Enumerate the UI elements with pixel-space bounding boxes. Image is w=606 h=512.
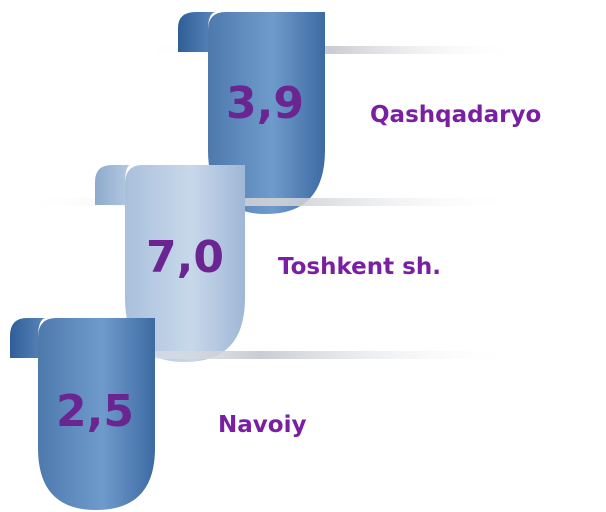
label: Toshkent sh. [278, 254, 441, 280]
label: Qashqadaryo [370, 102, 541, 128]
value: 2,5 [56, 386, 134, 437]
value: 3,9 [226, 78, 304, 129]
infographic: 3,9 Qashqadaryo 7,0 Toshkent sh. 2,5 Nav… [0, 0, 606, 512]
value: 7,0 [146, 232, 224, 283]
ribbon-curl [95, 165, 130, 205]
ribbon: 2,5 Navoiy [0, 318, 520, 510]
label: Navoiy [218, 412, 306, 438]
